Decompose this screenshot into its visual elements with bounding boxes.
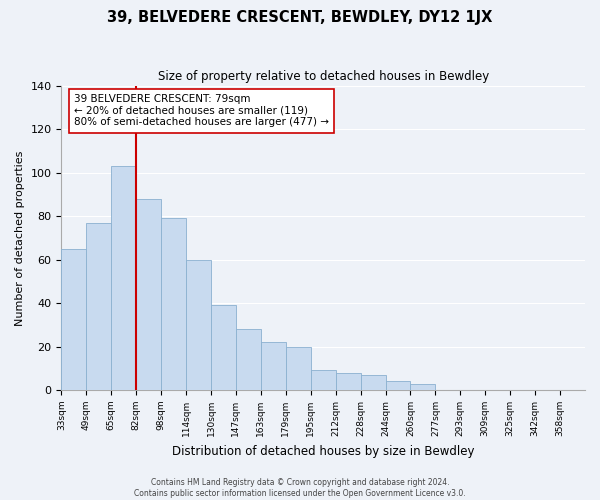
Bar <box>335 372 361 390</box>
Bar <box>186 260 211 390</box>
X-axis label: Distribution of detached houses by size in Bewdley: Distribution of detached houses by size … <box>172 444 475 458</box>
Text: Contains HM Land Registry data © Crown copyright and database right 2024.
Contai: Contains HM Land Registry data © Crown c… <box>134 478 466 498</box>
Bar <box>161 218 186 390</box>
Title: Size of property relative to detached houses in Bewdley: Size of property relative to detached ho… <box>158 70 489 83</box>
Text: 39, BELVEDERE CRESCENT, BEWDLEY, DY12 1JX: 39, BELVEDERE CRESCENT, BEWDLEY, DY12 1J… <box>107 10 493 25</box>
Bar <box>111 166 136 390</box>
Bar <box>311 370 335 390</box>
Bar <box>410 384 436 390</box>
Bar <box>61 248 86 390</box>
Bar <box>236 329 261 390</box>
Text: 39 BELVEDERE CRESCENT: 79sqm
← 20% of detached houses are smaller (119)
80% of s: 39 BELVEDERE CRESCENT: 79sqm ← 20% of de… <box>74 94 329 128</box>
Bar <box>386 382 410 390</box>
Bar <box>361 375 386 390</box>
Y-axis label: Number of detached properties: Number of detached properties <box>15 150 25 326</box>
Bar <box>136 198 161 390</box>
Bar <box>86 222 111 390</box>
Bar <box>286 346 311 390</box>
Bar <box>261 342 286 390</box>
Bar <box>211 305 236 390</box>
